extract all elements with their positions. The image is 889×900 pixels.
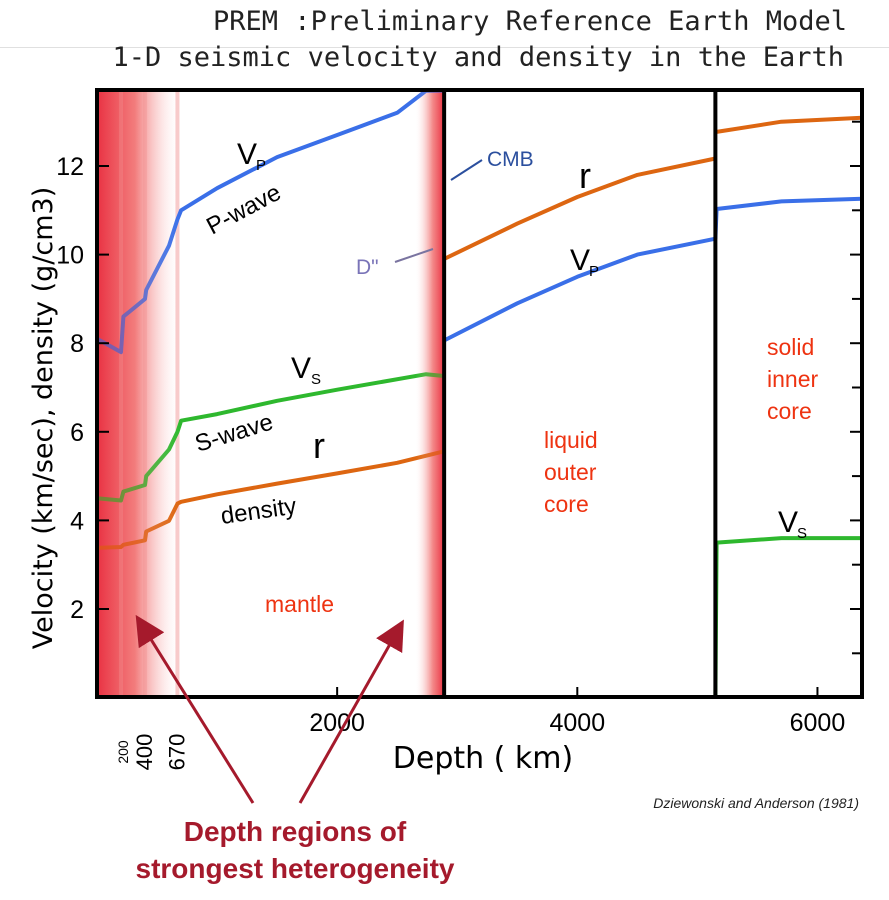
inner-core-label-1: solid (767, 334, 814, 360)
y-tick-label-6: 6 (70, 419, 84, 447)
depth-marker-label-200: 200 (115, 740, 131, 764)
header-divider (0, 47, 889, 48)
density-label: density (219, 493, 298, 530)
rho-mantle-label: r (313, 425, 325, 466)
inner-core-label-3: core (767, 398, 812, 424)
density-line-segment-3 (714, 115, 863, 135)
callout-line-2: strongest heterogeneity (135, 853, 455, 884)
vp-core-subscript: P (589, 263, 599, 280)
vs-mantle-subscript: S (311, 371, 321, 388)
d-double-prime-label: D" (356, 256, 379, 279)
plot-frame (95, 88, 864, 699)
callout-arrow-right (298, 619, 404, 804)
vs-core-subscript: S (797, 525, 807, 542)
y-tick-label-2: 2 (70, 596, 84, 624)
depth-marker-label-670: 670 (164, 734, 189, 771)
vp-core-label: V (570, 244, 590, 277)
x-tick-label-6000: 6000 (790, 709, 846, 737)
y-tick-label-12: 12 (56, 153, 84, 181)
x-tick-label-4000: 4000 (549, 709, 605, 737)
callout-line-1: Depth regions of (183, 816, 407, 847)
heterogeneity-callout: Depth regions of strongest heterogeneity (60, 813, 530, 887)
vp-line-segment-2 (443, 236, 716, 343)
d-double-prime-leader (394, 248, 434, 263)
outer-core-label-1: liquid (544, 427, 598, 453)
vp-line-segment-3 (713, 196, 863, 239)
rho-core-label: r (579, 155, 591, 196)
vp-mantle-subscript: P (256, 157, 266, 174)
depth-marker-label-400: 400 (132, 734, 157, 771)
cmb-leader-line (450, 159, 483, 181)
vs-core-label: V (778, 506, 798, 539)
vs-mantle-label: V (291, 352, 311, 385)
highlight-wash-1 (97, 90, 182, 697)
outer-core-label-2: outer (544, 459, 597, 485)
source-credit: Dziewonski and Anderson (1981) (653, 795, 859, 811)
outer-core-label-3: core (544, 491, 589, 517)
callout-arrow-left (135, 614, 255, 804)
x-axis-title: Depth ( km) (393, 741, 573, 776)
vs-line-segment-2 (713, 536, 862, 698)
mantle-region-label: mantle (265, 591, 334, 617)
chart-title-line-2: 1-D seismic velocity and density in the … (112, 42, 845, 73)
y-axis-title: Velocity (km/sec), density (g/cm3) (28, 187, 59, 650)
x-tick-label-2000: 2000 (309, 709, 365, 737)
highlight-wash-2 (415, 90, 445, 697)
y-tick-label-4: 4 (70, 507, 84, 535)
y-tick-label-10: 10 (56, 242, 84, 270)
inner-core-label-2: inner (767, 366, 818, 392)
cmb-label: CMB (487, 148, 534, 171)
vp-mantle-label: V (237, 138, 257, 171)
density-line-segment-2 (443, 156, 716, 261)
y-tick-label-8: 8 (70, 330, 84, 358)
chart-title-line-1: PREM :Preliminary Reference Earth Model (213, 6, 847, 37)
